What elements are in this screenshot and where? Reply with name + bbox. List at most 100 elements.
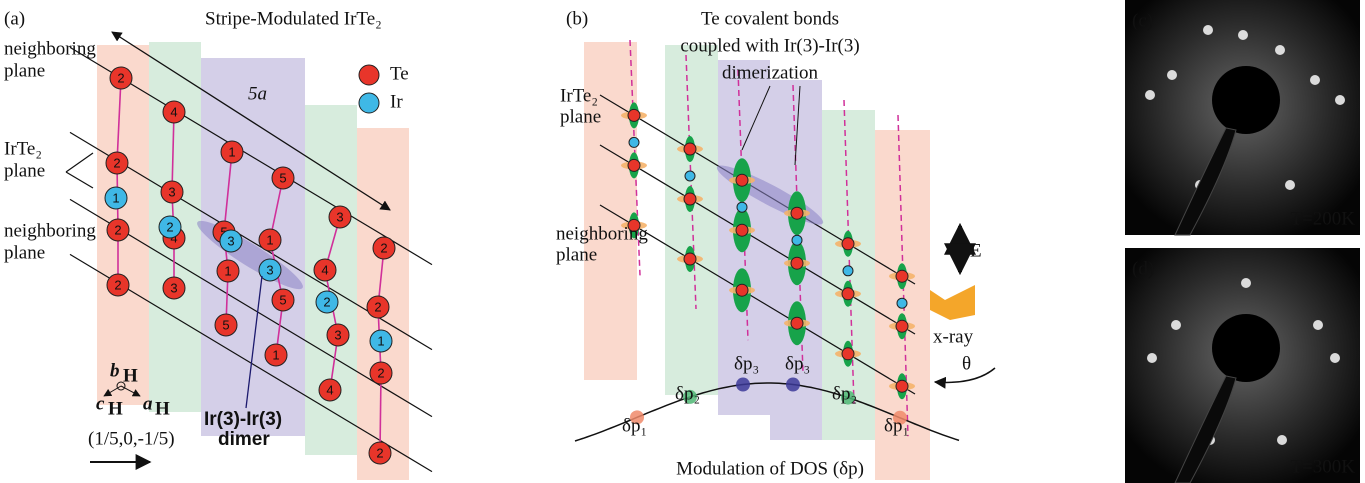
side-label: IrTe₂ <box>4 138 42 159</box>
axis-label: H <box>155 398 170 419</box>
panel-b: (b) Te covalent bonds coupled with Ir(3)-I… <box>556 8 995 480</box>
atom-label: 2 <box>113 155 120 170</box>
te-atom <box>736 174 748 186</box>
atom-label: 3 <box>336 209 343 224</box>
atom-label: 1 <box>272 347 279 362</box>
te-atom <box>684 143 696 155</box>
panel-label: (d) <box>1132 258 1154 279</box>
side-label: plane <box>4 60 45 81</box>
annotation: dimerization <box>722 62 819 83</box>
te-atom <box>684 253 696 265</box>
atom-label: 4 <box>170 104 177 119</box>
te-atom <box>736 224 748 236</box>
diffraction-spot <box>1145 90 1155 100</box>
ir-atom <box>629 137 639 147</box>
te-atom <box>628 109 640 121</box>
axis-label: H <box>108 398 123 419</box>
ir-atom <box>897 298 907 308</box>
angle-label: θ <box>962 353 971 374</box>
atom-label: 2 <box>380 240 387 255</box>
beam-label: x-ray <box>933 326 974 347</box>
dimer-label: dimer <box>218 429 270 450</box>
panel-a: 222243431515515134342222123321(a)Stripe-… <box>4 8 432 480</box>
diffraction-spot <box>1203 25 1213 35</box>
te-atom <box>736 284 748 296</box>
te-atom <box>842 348 854 360</box>
atom-label: 2 <box>323 294 330 309</box>
legend-ir <box>359 93 379 113</box>
atom-label: 4 <box>321 262 328 277</box>
atom-label: 1 <box>112 190 119 205</box>
diffraction-spot <box>1147 353 1157 363</box>
side-label: IrTe₂ <box>560 85 598 106</box>
atom-label: 3 <box>168 184 175 199</box>
field-label: E <box>970 240 982 261</box>
te-atom <box>791 207 803 219</box>
panel-label: (a) <box>4 8 25 29</box>
ir-atom <box>685 171 695 181</box>
diffraction-spot <box>1310 75 1320 85</box>
atom-label: 1 <box>224 263 231 278</box>
te-atom <box>628 159 640 171</box>
side-label: plane <box>560 106 601 127</box>
atom-label: 2 <box>374 299 381 314</box>
atom-label: 2 <box>376 445 383 460</box>
side-label: plane <box>556 244 597 265</box>
atom-label: 1 <box>266 232 273 247</box>
axis-label: a <box>143 393 153 414</box>
plane-bracket <box>66 153 93 172</box>
ir-atom <box>792 235 802 245</box>
atom-label: 1 <box>377 333 384 348</box>
atom-label: 3 <box>334 327 341 342</box>
atom-label: 2 <box>166 219 173 234</box>
diffraction-spot <box>1335 95 1345 105</box>
te-atom <box>896 380 908 392</box>
te-atom <box>684 193 696 205</box>
atom-label: 2 <box>117 70 124 85</box>
dos-label: δp₁ <box>884 415 909 436</box>
te-atom <box>791 317 803 329</box>
side-label: neighboring <box>4 38 96 59</box>
caption: Modulation of DOS (δp) <box>676 458 864 479</box>
period-label: 5a <box>248 83 267 104</box>
diffraction-spot <box>1238 30 1248 40</box>
figure: 222243431515515134342222123321(a)Stripe-… <box>0 0 1365 483</box>
diffraction-spot <box>1285 180 1295 190</box>
stripe <box>305 105 357 455</box>
atom-label: 5 <box>279 170 286 185</box>
atom-label: 3 <box>266 262 273 277</box>
dimer-label: Ir(3)-Ir(3) <box>204 409 282 430</box>
te-atom <box>896 270 908 282</box>
dos-label: δp₂ <box>675 383 700 404</box>
atom-label: 2 <box>114 277 121 292</box>
legend-label: Te <box>390 63 409 84</box>
atom-label: 2 <box>377 365 384 380</box>
axis-label: b <box>110 360 120 381</box>
atom-label: 3 <box>227 233 234 248</box>
panel-label: (b) <box>566 8 588 29</box>
atom-label: 5 <box>222 317 229 332</box>
te-link <box>380 373 381 453</box>
te-atom <box>842 288 854 300</box>
side-label: neighboring <box>556 223 648 244</box>
side-label: neighboring <box>4 220 96 241</box>
dos-label: δp₃ <box>734 353 759 374</box>
diffraction-spot <box>1330 353 1340 363</box>
te-atom <box>791 257 803 269</box>
beam-stop <box>1212 66 1280 134</box>
dos-label: δp₃ <box>785 353 810 374</box>
te-atom <box>896 320 908 332</box>
annotation: Te covalent bonds <box>701 8 839 29</box>
beam-stop <box>1212 314 1280 382</box>
panel-c: (c)T=200K(d)T=300K <box>1125 0 1360 483</box>
temperature-label: T=300K <box>1290 456 1355 477</box>
xray-arrow <box>930 285 975 320</box>
side-label: plane <box>4 160 45 181</box>
axis-label: c <box>96 393 105 414</box>
atom-label: 4 <box>326 382 333 397</box>
dos-dot <box>736 378 750 392</box>
legend-te <box>359 65 379 85</box>
diffraction-spot <box>1277 435 1287 445</box>
axis-label: H <box>123 365 138 386</box>
annotation: coupled with Ir(3)-Ir(3) <box>680 35 859 56</box>
